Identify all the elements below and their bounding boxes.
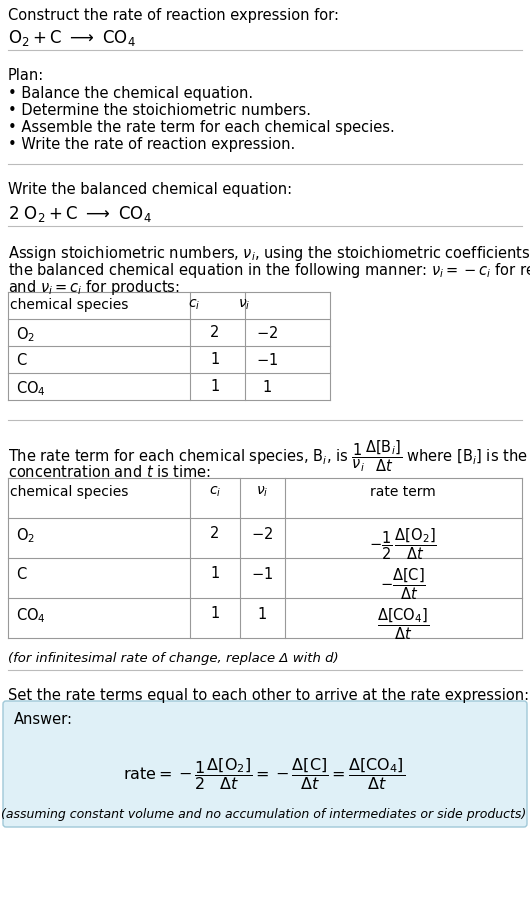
Text: Plan:: Plan: bbox=[8, 68, 44, 83]
Text: $\mathrm{2\ O_2 + C\ \longrightarrow\ CO_4}$: $\mathrm{2\ O_2 + C\ \longrightarrow\ CO… bbox=[8, 204, 152, 224]
Text: (assuming constant volume and no accumulation of intermediates or side products): (assuming constant volume and no accumul… bbox=[2, 808, 527, 821]
Text: $\mathrm{rate} = -\dfrac{1}{2}\dfrac{\Delta[\mathrm{O_2}]}{\Delta t} = -\dfrac{\: $\mathrm{rate} = -\dfrac{1}{2}\dfrac{\De… bbox=[123, 756, 405, 792]
Text: • Assemble the rate term for each chemical species.: • Assemble the rate term for each chemic… bbox=[8, 120, 395, 135]
Text: 2: 2 bbox=[210, 325, 220, 340]
Text: $-\dfrac{\Delta[\mathrm{C}]}{\Delta t}$: $-\dfrac{\Delta[\mathrm{C}]}{\Delta t}$ bbox=[380, 566, 426, 602]
Text: $c_i$: $c_i$ bbox=[209, 485, 221, 499]
Text: 1: 1 bbox=[210, 352, 219, 367]
Text: chemical species: chemical species bbox=[10, 298, 128, 312]
Text: • Balance the chemical equation.: • Balance the chemical equation. bbox=[8, 86, 253, 101]
Text: rate term: rate term bbox=[370, 485, 436, 499]
Text: $\nu_i$: $\nu_i$ bbox=[256, 485, 268, 499]
Text: $\mathrm{CO_4}$: $\mathrm{CO_4}$ bbox=[16, 606, 46, 625]
Text: $-1$: $-1$ bbox=[256, 352, 278, 368]
Text: $-\dfrac{1}{2}\,\dfrac{\Delta[\mathrm{O_2}]}{\Delta t}$: $-\dfrac{1}{2}\,\dfrac{\Delta[\mathrm{O_… bbox=[369, 526, 437, 561]
Text: • Determine the stoichiometric numbers.: • Determine the stoichiometric numbers. bbox=[8, 103, 311, 118]
Text: $\mathrm{C}$: $\mathrm{C}$ bbox=[16, 352, 28, 368]
Text: $\mathrm{O_2}$: $\mathrm{O_2}$ bbox=[16, 526, 35, 545]
Text: $\nu_i$: $\nu_i$ bbox=[238, 298, 250, 312]
Text: the balanced chemical equation in the following manner: $\nu_i = -c_i$ for react: the balanced chemical equation in the fo… bbox=[8, 261, 530, 280]
Text: Answer:: Answer: bbox=[14, 712, 73, 727]
Text: $\mathrm{O_2}$: $\mathrm{O_2}$ bbox=[16, 325, 35, 344]
Text: $1$: $1$ bbox=[257, 606, 267, 622]
Text: The rate term for each chemical species, $\mathrm{B}_i$, is $\dfrac{1}{\nu_i}\df: The rate term for each chemical species,… bbox=[8, 438, 530, 474]
Text: 1: 1 bbox=[210, 566, 219, 581]
Text: $-1$: $-1$ bbox=[251, 566, 273, 582]
Text: $\mathrm{O_2 + C\ \longrightarrow\ CO_4}$: $\mathrm{O_2 + C\ \longrightarrow\ CO_4}… bbox=[8, 28, 136, 48]
Text: $-2$: $-2$ bbox=[256, 325, 278, 341]
Text: (for infinitesimal rate of change, replace Δ with d): (for infinitesimal rate of change, repla… bbox=[8, 652, 339, 665]
Text: Assign stoichiometric numbers, $\nu_i$, using the stoichiometric coefficients, $: Assign stoichiometric numbers, $\nu_i$, … bbox=[8, 244, 530, 263]
FancyBboxPatch shape bbox=[3, 701, 527, 827]
Text: and $\nu_i = c_i$ for products:: and $\nu_i = c_i$ for products: bbox=[8, 278, 180, 297]
Text: 1: 1 bbox=[210, 606, 219, 621]
Text: Construct the rate of reaction expression for:: Construct the rate of reaction expressio… bbox=[8, 8, 339, 23]
Text: 1: 1 bbox=[210, 379, 219, 394]
Text: $\mathrm{CO_4}$: $\mathrm{CO_4}$ bbox=[16, 379, 46, 398]
Text: $\dfrac{\Delta[\mathrm{CO_4}]}{\Delta t}$: $\dfrac{\Delta[\mathrm{CO_4}]}{\Delta t}… bbox=[377, 606, 429, 642]
Text: $1$: $1$ bbox=[262, 379, 272, 395]
Text: $c_i$: $c_i$ bbox=[188, 298, 200, 312]
Text: $-2$: $-2$ bbox=[251, 526, 273, 542]
Text: concentration and $t$ is time:: concentration and $t$ is time: bbox=[8, 464, 211, 480]
Text: Set the rate terms equal to each other to arrive at the rate expression:: Set the rate terms equal to each other t… bbox=[8, 688, 529, 703]
Text: 2: 2 bbox=[210, 526, 220, 541]
Text: • Write the rate of reaction expression.: • Write the rate of reaction expression. bbox=[8, 137, 295, 152]
Text: chemical species: chemical species bbox=[10, 485, 128, 499]
Text: Write the balanced chemical equation:: Write the balanced chemical equation: bbox=[8, 182, 292, 197]
Text: $\mathrm{C}$: $\mathrm{C}$ bbox=[16, 566, 28, 582]
